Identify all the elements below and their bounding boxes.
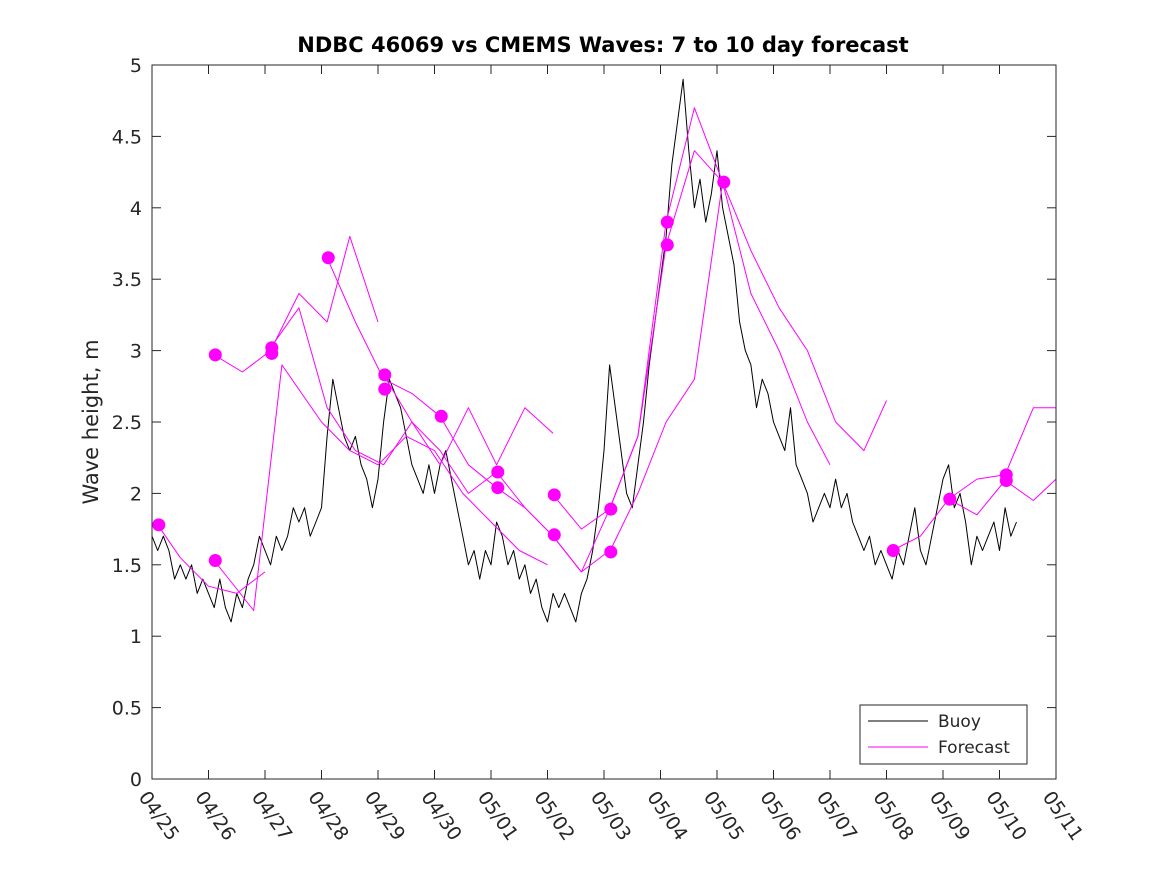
x-tick-labels: 04/25 04/26 04/27 04/28 04/29 04/30 05/01 05/02…: [134, 787, 1087, 844]
x-tick-label-11: 05/06: [755, 787, 804, 844]
forecast-series-line-2: [213, 235, 379, 373]
x-tick-label-4: 04/29: [360, 787, 409, 844]
forecast-marker-7: [378, 382, 392, 396]
x-tick-label-9: 05/04: [642, 787, 691, 844]
y-tick-label-1: 0.5: [112, 698, 142, 720]
x-tick-label-0: 04/25: [134, 787, 183, 844]
legend-box: [859, 704, 1028, 765]
y-tick-label-3: 1.5: [112, 555, 142, 577]
forecast-marker-layer: [152, 175, 1013, 568]
x-tick-label-8: 05/03: [586, 787, 635, 844]
forecast-marker-17: [717, 175, 731, 189]
forecast-series-line-3: [213, 364, 548, 611]
forecast-marker-11: [547, 488, 561, 502]
x-tick-label-1: 04/26: [190, 787, 239, 844]
y-tick-label-8: 4: [130, 198, 142, 220]
forecast-marker-16: [660, 238, 674, 252]
y-tick-label-9: 4.5: [112, 126, 142, 148]
plot-area: [152, 65, 1056, 779]
forecast-marker-9: [491, 465, 505, 479]
forecast-series-line-7: [552, 150, 831, 530]
x-tick-label-3: 04/28: [303, 787, 352, 844]
x-tick-label-14: 05/09: [925, 787, 974, 844]
y-tick-labels: 0 0.5 1 1.5 2 2.5 3 3.5 4 4.5 5: [112, 55, 142, 791]
y-tick-label-4: 2: [130, 483, 142, 505]
forecast-marker-4: [265, 346, 279, 360]
forecast-marker-19: [943, 492, 957, 506]
y-tick-label-7: 3.5: [112, 269, 142, 291]
forecast-marker-10: [491, 481, 505, 495]
axis-ticks: [151, 64, 1057, 780]
x-tick-label-10: 05/05: [699, 787, 748, 844]
x-tick-label-5: 04/30: [416, 787, 465, 844]
x-tick-label-15: 05/10: [981, 787, 1030, 844]
forecast-marker-12: [547, 528, 561, 542]
forecast-series-line-8: [609, 181, 887, 553]
y-tick-label-10: 5: [130, 55, 142, 77]
x-tick-label-12: 05/07: [812, 787, 861, 844]
legend-forecast-label: Forecast: [938, 738, 1010, 758]
forecast-marker-0: [152, 518, 166, 532]
forecast-marker-14: [604, 545, 618, 559]
y-axis-title: Wave height, m: [79, 339, 103, 504]
y-tick-label-0: 0: [130, 769, 142, 791]
forecast-series-line-9: [891, 407, 1056, 551]
forecast-marker-13: [604, 502, 618, 516]
forecast-marker-5: [321, 251, 335, 265]
x-tick-label-16: 05/11: [1038, 787, 1087, 844]
forecast-marker-18: [886, 544, 900, 558]
chart-title: NDBC 46069 vs CMEMS Waves: 7 to 10 day f…: [297, 33, 908, 57]
x-tick-label-7: 05/02: [529, 787, 578, 844]
legend-buoy-label: Buoy: [938, 712, 981, 732]
x-tick-label-2: 04/27: [247, 787, 296, 844]
y-tick-label-2: 1: [130, 626, 142, 648]
y-tick-label-6: 3: [130, 341, 142, 363]
forecast-series-line-1: [157, 524, 266, 594]
buoy-series-layer: [151, 78, 1017, 623]
forecast-marker-8: [434, 409, 448, 423]
y-tick-label-5: 2.5: [112, 412, 142, 434]
x-tick-label-6: 05/01: [473, 787, 522, 844]
forecast-marker-1: [208, 554, 222, 568]
forecast-marker-2: [208, 348, 222, 362]
forecast-marker-21: [999, 474, 1013, 488]
x-tick-label-13: 05/08: [868, 787, 917, 844]
legend: Buoy Forecast: [859, 704, 1028, 765]
forecast-marker-15: [660, 215, 674, 229]
forecast-marker-6: [378, 368, 392, 382]
buoy-series-line: [151, 78, 1017, 623]
